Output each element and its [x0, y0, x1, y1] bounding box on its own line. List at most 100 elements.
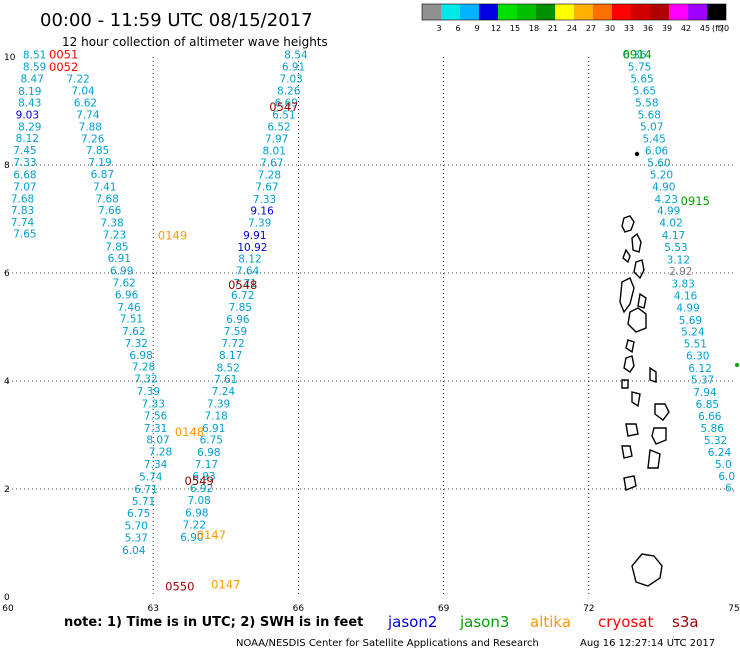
wave-height-value: 6.98: [185, 508, 208, 520]
wave-height-value: 7.23: [103, 229, 126, 241]
island-outline: [633, 259, 645, 280]
wave-height-value: 5.53: [664, 242, 687, 254]
color-scale-tick-label: 6: [455, 24, 460, 33]
y-tick-label: 6: [4, 269, 10, 279]
wave-height-value: 4.16: [674, 290, 698, 302]
wave-height-value: 10.92: [237, 242, 267, 254]
wave-height-value: 3.83: [671, 279, 694, 291]
wave-height-value: 7.22: [183, 519, 206, 531]
wave-height-value: 8.59: [23, 62, 46, 74]
wave-height-value: 7.08: [187, 495, 210, 507]
track-dot: [735, 363, 739, 367]
color-scale-tick-label: 21: [548, 24, 558, 33]
wave-height-value: 7.85: [86, 145, 109, 157]
wave-height-value: 8.07: [146, 435, 169, 447]
wave-height-value: 5.70: [125, 521, 148, 533]
y-tick-label: 2: [4, 485, 10, 495]
wave-height-value: 5.37: [125, 532, 148, 544]
pass-time-label: 0147: [211, 577, 240, 591]
x-tick-label: 72: [583, 604, 594, 614]
legend-entry-jason3: jason3: [459, 613, 509, 631]
x-tick-label: 63: [147, 604, 158, 614]
island-outline: [651, 427, 667, 445]
wave-height-value: 7.85: [105, 241, 128, 253]
generated-timestamp: Aug 16 12:27:14 UTC 2017: [580, 638, 715, 649]
wave-height-value: 8.19: [18, 86, 41, 98]
wave-height-value: 6.96: [226, 314, 250, 326]
x-tick-label: 69: [438, 604, 450, 614]
color-scale-border: [421, 3, 727, 21]
page-subtitle: 12 hour collection of altimeter wave hei…: [62, 35, 328, 49]
wave-height-value: 6.69: [275, 98, 298, 110]
wave-height-value: 6.72: [231, 290, 254, 302]
wave-height-value: 5.86: [701, 423, 725, 435]
color-scale-cell: [631, 4, 650, 20]
wave-height-value: 7.71: [233, 278, 256, 290]
wave-height-value: 6.66: [698, 411, 722, 423]
color-scale-tick-label: 42: [681, 24, 691, 33]
wave-height-value: 6.52: [267, 121, 290, 133]
wave-height-value: 6.: [725, 483, 735, 495]
wave-height-values: 8.518.598.478.198.439.038.298.127.457.33…: [11, 50, 735, 557]
wave-height-value: 5.58: [635, 98, 658, 110]
wave-height-value: 5.71: [132, 496, 155, 508]
legend-entry-altika: altika: [530, 613, 571, 631]
wave-height-value: 5.65: [633, 85, 656, 97]
color-scale: 3 6 9 12 15 18 21 24 27 30 33 36 39 42 45 70 (ft): [421, 3, 729, 33]
wave-height-value: 5.32: [704, 435, 727, 447]
color-scale-unit: (ft): [712, 24, 724, 33]
wave-height-value: 8.51: [23, 50, 46, 62]
wave-height-value: 6.87: [91, 169, 114, 181]
wave-height-value: 7.68: [96, 193, 119, 205]
wave-height-value: 7.62: [122, 326, 145, 338]
wave-height-value: 6.12: [688, 363, 711, 375]
color-scale-tick-label: 39: [662, 24, 672, 33]
color-scale-tick-label: 27: [586, 24, 596, 33]
color-scale-tick-label: 12: [491, 24, 501, 33]
color-scale-tick-label: 36: [643, 24, 653, 33]
wave-height-value: 3.12: [667, 254, 690, 266]
legend-entry-jason2: jason2: [387, 613, 437, 631]
wave-height-value: 8.52: [217, 362, 240, 374]
wave-height-value: 7.83: [11, 205, 34, 217]
wave-height-value: 4.99: [676, 302, 699, 314]
island-outline: [623, 475, 637, 491]
wave-height-value: 7.03: [279, 73, 302, 85]
wave-height-value: 6.91: [202, 423, 225, 435]
wave-height-value: 5.75: [628, 62, 651, 74]
color-scale-cell: [536, 4, 555, 20]
x-axis-ticks: 60 63 66 69 72 75: [2, 604, 739, 614]
island-outline: [625, 423, 639, 437]
wave-height-value: 4.17: [662, 230, 685, 242]
wave-height-value: 7.39: [248, 218, 271, 230]
island-outline: [631, 232, 642, 253]
island-outline: [623, 355, 635, 373]
wave-height-value: 7.45: [13, 145, 36, 157]
pass-time-label: 0915: [681, 194, 710, 208]
wave-height-value: 7.17: [195, 459, 218, 471]
color-scale-tick-label: 33: [624, 24, 634, 33]
island-outline: [654, 403, 670, 421]
wave-height-value: 7.38: [100, 218, 123, 230]
island-outline: [647, 449, 661, 469]
wave-height-value: 6.24: [708, 447, 732, 459]
pass-time-label: 0149: [158, 229, 187, 243]
wave-height-value: 9.16: [250, 206, 274, 218]
footnote: note: 1) Time is in UTC; 2) SWH is in fe…: [64, 615, 363, 630]
color-scale-cell: [688, 4, 707, 20]
wave-height-value: 6.51: [272, 110, 295, 122]
wave-height-value: 7.33: [142, 398, 165, 410]
wave-height-value: 7.39: [137, 386, 160, 398]
color-scale-cell: [612, 4, 631, 20]
x-tick-label: 66: [293, 604, 305, 614]
wave-height-value: 8.47: [21, 73, 44, 85]
color-scale-cell: [593, 4, 612, 20]
wave-height-value: 7.85: [229, 302, 252, 314]
color-scale-tick-label: 18: [529, 24, 539, 33]
wave-height-value: 6.93: [192, 471, 215, 483]
wave-height-value: 6.91: [282, 62, 305, 74]
color-scale-cell: [555, 4, 574, 20]
wave-height-value: 6.92: [190, 483, 213, 495]
wave-height-value: 5.69: [679, 315, 702, 327]
